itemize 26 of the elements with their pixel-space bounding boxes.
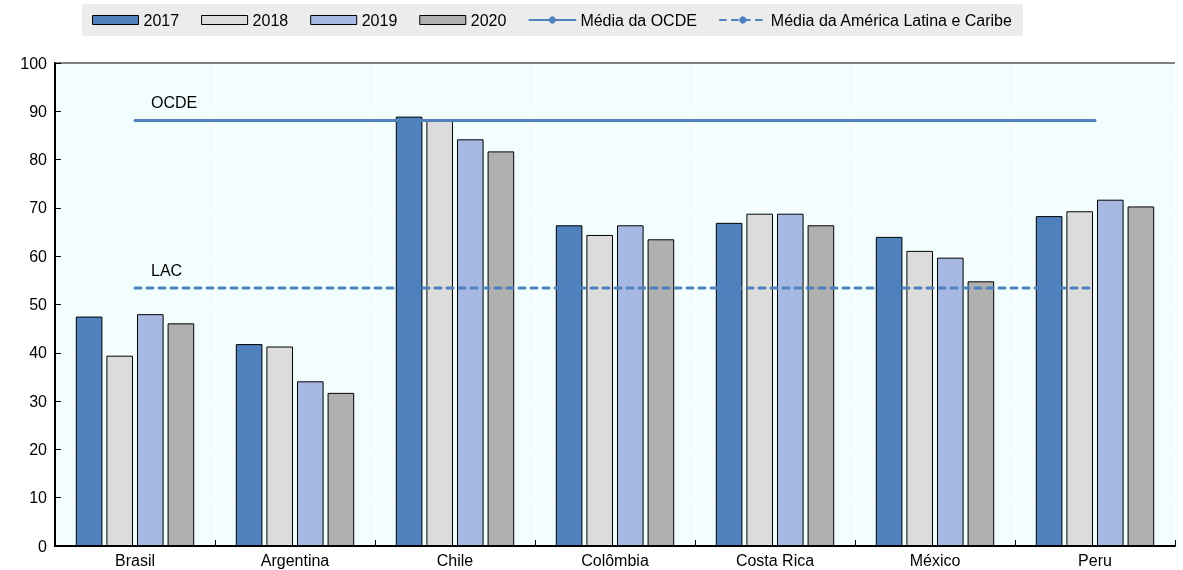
legend-label: 2020 xyxy=(470,11,507,29)
x-tick-label: Costa Rica xyxy=(735,551,815,569)
y-tick-label: 30 xyxy=(29,392,48,410)
x-tick-label: Peru xyxy=(1078,551,1112,569)
x-tick-label: Brasil xyxy=(114,551,156,569)
y-tick-label: 60 xyxy=(29,247,48,265)
x-tick-label: Argentina xyxy=(260,551,330,569)
y-tick-label: 80 xyxy=(29,151,48,169)
annotation: OCDE xyxy=(151,93,198,111)
legend-label: Média da OCDE xyxy=(580,11,697,29)
y-tick-label: 20 xyxy=(29,440,48,458)
y-tick-label: 100 xyxy=(20,54,48,72)
legend-label: Média da América Latina e Caribe xyxy=(770,11,1012,29)
y-tick-label: 0 xyxy=(38,537,48,555)
y-tick-label: 10 xyxy=(29,489,48,507)
y-tick-label: 50 xyxy=(29,296,48,313)
legend-label: 2017 xyxy=(143,11,180,29)
x-tick-label: México xyxy=(909,551,961,569)
y-tick-label: 90 xyxy=(29,102,48,120)
legend-label: 2018 xyxy=(252,11,289,29)
y-tick-label: 70 xyxy=(29,199,48,217)
x-tick-label: Colômbia xyxy=(581,551,649,569)
legend-label: 2019 xyxy=(361,11,398,29)
y-tick-label: 40 xyxy=(29,344,48,362)
annotation: LAC xyxy=(151,261,183,279)
x-tick-label: Chile xyxy=(436,551,474,569)
